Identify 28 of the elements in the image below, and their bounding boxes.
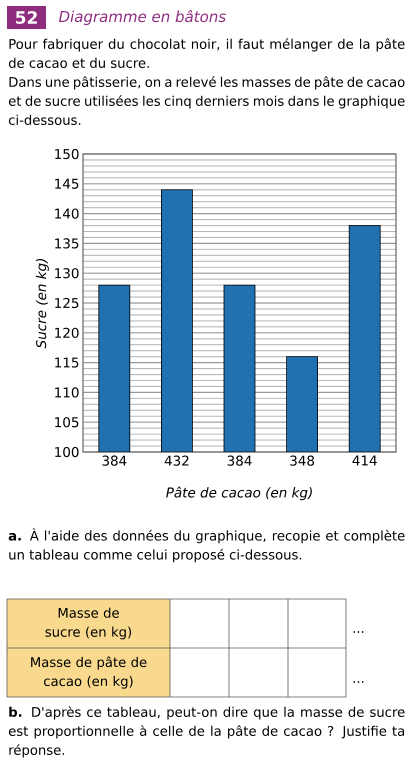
text: a. À l'aide des données du graphique, recopie et complète un tableau comme celui proposé ci-dessous. [8, 528, 405, 562]
y-tick-label: 115 [55, 358, 78, 368]
text: ... [354, 681, 364, 683]
y-tick-label: 125 [55, 298, 78, 308]
chart-subtitle: Pour fabriquer du chocolat noir, il faut mélanger de la pâte de cacao et du sucre. [8, 38, 405, 68]
y-tick-label: 135 [55, 238, 78, 249]
y-tick-label: 130 [55, 268, 79, 278]
x-tick-label: 384 [228, 456, 252, 466]
y-tick-label: 145 [55, 178, 78, 189]
y-tick-label: 120 [55, 328, 79, 338]
y-tick-label: 110 [55, 387, 79, 398]
text: 52 [16, 11, 37, 24]
x-tick-label: 414 [352, 456, 377, 466]
text: ... [354, 631, 364, 633]
text: b. D'après ce tableau, peut-on dire que la masse de sucre est proportionnelle à celle de la pâte de cacao ? Justifie ta réponse. [8, 706, 405, 758]
x-tick-label: 384 [102, 456, 126, 466]
chart-title: Diagramme en bâtons [58, 10, 226, 26]
y-tick-label: 140 [55, 208, 79, 219]
text: Dans une pâtisserie, on a relevé les masses de pâte de cacao et de sucre utilisées les cinq derniers mois dans le graphique ci-dessous. [8, 76, 405, 125]
x-tick-label: 348 [290, 456, 314, 466]
y-tick-label: 150 [55, 148, 79, 160]
y-tick-label: 105 [55, 417, 78, 428]
text: Masse de sucre (en kg) [46, 608, 132, 640]
x-axis-title: Pâte de cacao (en kg) [166, 486, 312, 500]
x-tick-label: 432 [164, 456, 188, 466]
text: Masse de pâte de cacao (en kg) [31, 656, 146, 689]
y-tick-label: 100 [55, 446, 79, 458]
y-axis-title: Sucre (en kg) [36, 259, 49, 348]
